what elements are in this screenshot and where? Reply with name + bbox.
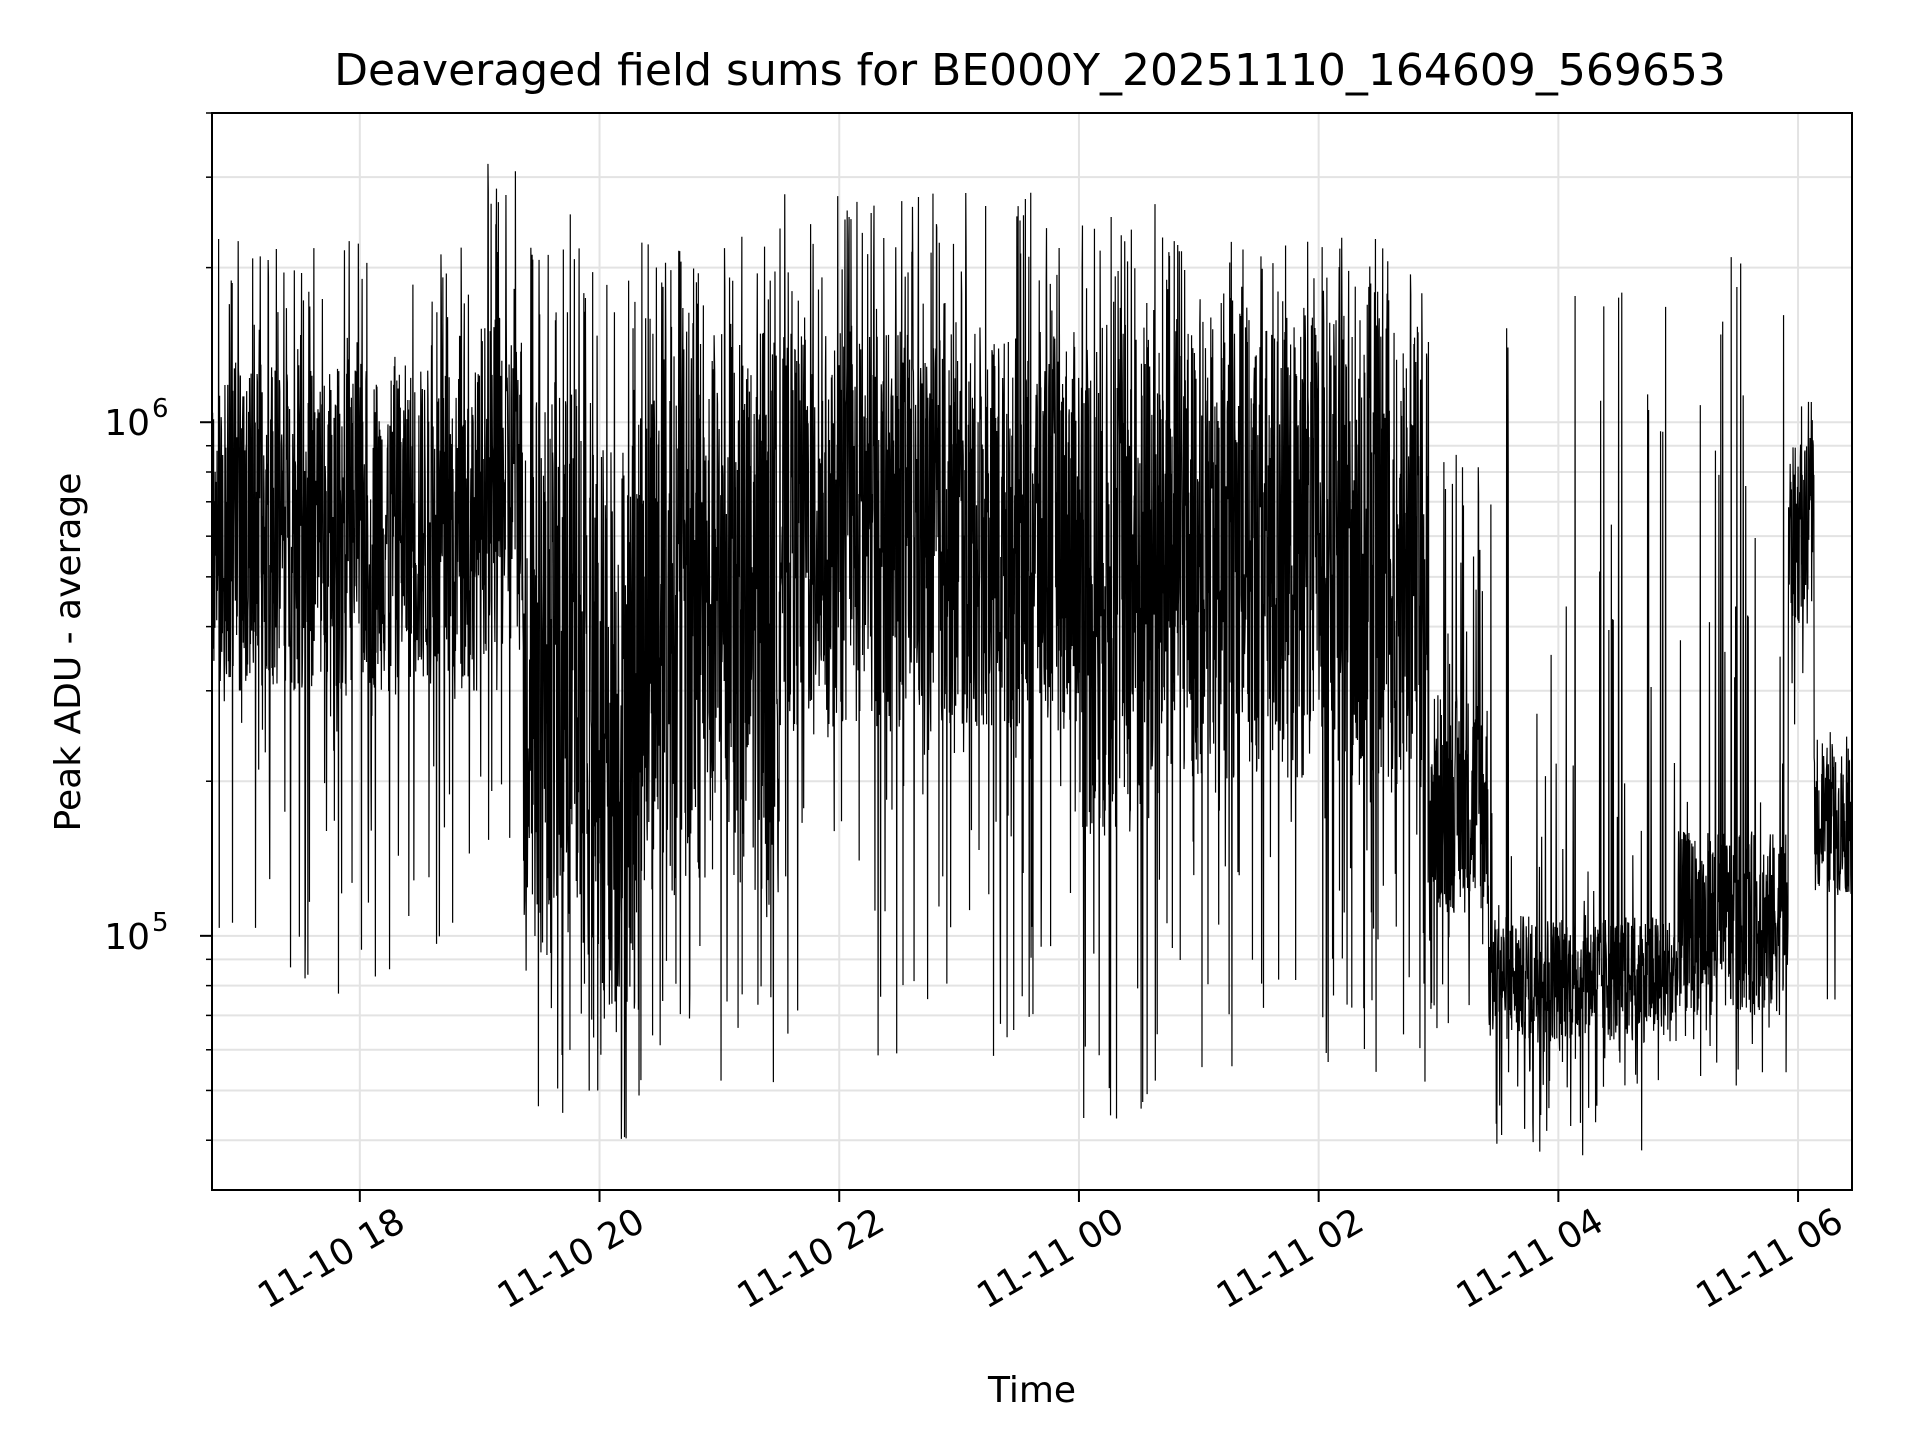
- plot-area: [212, 163, 1852, 1156]
- x-axis-label: Time: [987, 1370, 1076, 1411]
- y-tick-exponent: 6: [152, 394, 169, 424]
- y-tick-exponent: 5: [152, 908, 169, 938]
- y-tick-label: 10: [104, 917, 150, 958]
- plot-frame: [211, 112, 1853, 1191]
- y-tick-label: 10: [104, 403, 150, 444]
- chart-title: Deaveraged field sums for BE000Y_2025111…: [334, 45, 1726, 96]
- y-axis-label: Peak ADU - average: [48, 473, 89, 832]
- series-line: [212, 163, 1852, 1156]
